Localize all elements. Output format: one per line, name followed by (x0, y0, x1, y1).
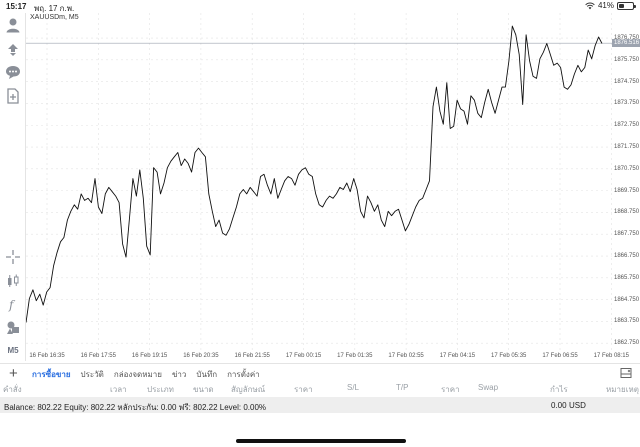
status-bar: 15:17 พฤ. 17 ก.พ. 41% (0, 0, 640, 13)
price-tick-label: 1875.750 (614, 56, 640, 63)
crosshair-button[interactable] (4, 248, 22, 266)
new-document-icon (7, 88, 19, 104)
column-header[interactable]: ขนาด (193, 385, 214, 394)
column-header[interactable]: ประเภท (147, 385, 174, 394)
column-header[interactable]: ราคา (294, 385, 313, 394)
time-tick-label: 17 Feb 05:35 (491, 353, 527, 359)
price-tick-label: 1872.750 (614, 122, 640, 129)
column-header[interactable]: Swap (478, 383, 499, 392)
trade-table-header: คำสั่ง เวลา ประเภท ขนาด สัญลักษณ์ ราคา S/L T/P ร… (0, 382, 640, 395)
tab-3[interactable]: ข่าว (171, 370, 187, 379)
price-tick-label: 1868.750 (614, 209, 640, 216)
balance-summary: Balance: 802.22 Equity: 802.22 หลักประกั… (4, 403, 267, 412)
account-currency: USD (569, 401, 586, 410)
price-tick-label: 1862.750 (614, 340, 640, 347)
column-header[interactable]: คำสั่ง (3, 385, 22, 394)
time-tick-label: 16 Feb 19:15 (131, 353, 168, 359)
column-header[interactable]: สัญลักษณ์ (231, 385, 266, 394)
tab-0[interactable]: การซื้อขาย (32, 370, 71, 379)
column-header[interactable]: เวลา (110, 385, 127, 394)
column-header[interactable]: S/L (347, 383, 360, 392)
time-tick-label: 17 Feb 04:15 (439, 353, 476, 359)
objects-button[interactable] (4, 318, 22, 336)
chart-type-icon (8, 274, 19, 287)
bottom-tabs: การซื้อขาย ประวัติ กล่องจดหมาย ข่าว บันทึก กา… (32, 368, 260, 381)
column-header[interactable]: หมายเหตุ (606, 385, 639, 394)
balance-bar: Balance: 802.22 Equity: 802.22 หลักประกั… (0, 397, 640, 413)
price-tick-label: 1871.750 (614, 144, 640, 151)
time-tick-label: 17 Feb 06:55 (542, 353, 578, 359)
column-header[interactable]: T/P (396, 383, 409, 392)
column-header[interactable]: ราคา (441, 385, 460, 394)
tab-1[interactable]: ประวัติ (80, 370, 104, 379)
tab-2[interactable]: กล่องจดหมาย (113, 370, 162, 379)
battery-icon (617, 1, 636, 10)
current-price-tag: 1876.516 (612, 39, 640, 48)
price-axis: 1876.750 1875.750 1874.750 1873.750 1872.750… (612, 13, 640, 353)
price-chart[interactable] (25, 13, 612, 353)
total-profit: 0.00 (551, 401, 567, 410)
wifi-icon (585, 2, 595, 9)
objects-icon (7, 321, 19, 334)
timeframe-button[interactable]: M5 (4, 341, 22, 359)
bottom-tabs-bar: + การซื้อขาย ประวัติ กล่องจดหมาย ข่าว บันทึก… (0, 363, 640, 382)
time-tick-label: 17 Feb 08:15 (593, 353, 629, 359)
battery-level (619, 3, 625, 8)
left-toolbar: f M5 (0, 13, 26, 361)
time-tick-label: 16 Feb 16:35 (29, 353, 65, 359)
time-tick-label: 17 Feb 02:55 (388, 353, 424, 359)
battery-percent: 41% (597, 1, 614, 10)
time-tick-label: 17 Feb 00:15 (285, 353, 322, 359)
chat-button[interactable] (4, 63, 22, 81)
price-tick-label: 1865.750 (614, 274, 640, 281)
column-header[interactable]: กำไร (550, 385, 568, 394)
chart-type-button[interactable] (4, 272, 22, 290)
indicator-button[interactable]: f (4, 295, 22, 313)
time-tick-label: 16 Feb 20:35 (183, 353, 219, 359)
time-tick-label: 16 Feb 21:55 (234, 353, 270, 359)
trade-icon (8, 44, 18, 56)
tab-5[interactable]: การตั้งค่า (227, 370, 260, 379)
price-tick-label: 1876.750 (614, 35, 640, 42)
price-tick-label: 1869.750 (614, 187, 640, 194)
account-icon (6, 18, 20, 33)
status-date: พฤ. 17 ก.พ. (34, 4, 75, 13)
price-tick-label: 1863.750 (614, 318, 640, 325)
chart-symbol-label: XAUUSDm, M5 (30, 14, 79, 21)
status-right: 41% (585, 1, 636, 10)
home-indicator[interactable] (236, 439, 406, 443)
chat-icon (6, 66, 20, 79)
time-axis: 16 Feb 16:35 16 Feb 17:55 16 Feb 19:15 16 F… (26, 353, 640, 363)
chart-area[interactable]: XAUUSDm, M5 (25, 13, 612, 353)
status-time: 15:17 (6, 2, 27, 11)
tab-4[interactable]: บันทึก (196, 370, 218, 379)
timeframe-label: M5 (7, 345, 19, 355)
add-button[interactable]: + (9, 365, 18, 382)
price-tick-label: 1864.750 (614, 296, 640, 303)
price-tick-label: 1867.750 (614, 231, 640, 238)
svg-text:f: f (8, 298, 16, 312)
crosshair-icon (6, 250, 20, 264)
account-button[interactable] (4, 16, 22, 34)
price-tick-label: 1870.750 (614, 165, 640, 172)
price-series-line (25, 25, 603, 323)
price-tick-label: 1866.750 (614, 253, 640, 259)
layout-toggle-icon[interactable] (620, 367, 632, 379)
trade-button[interactable] (4, 39, 22, 57)
time-tick-label: 17 Feb 01:35 (337, 353, 373, 359)
price-tick-label: 1874.750 (614, 78, 640, 85)
time-tick-label: 16 Feb 17:55 (80, 353, 116, 359)
price-tick-label: 1873.750 (614, 100, 640, 107)
indicator-icon: f (8, 298, 16, 312)
new-document-button[interactable] (4, 87, 22, 105)
